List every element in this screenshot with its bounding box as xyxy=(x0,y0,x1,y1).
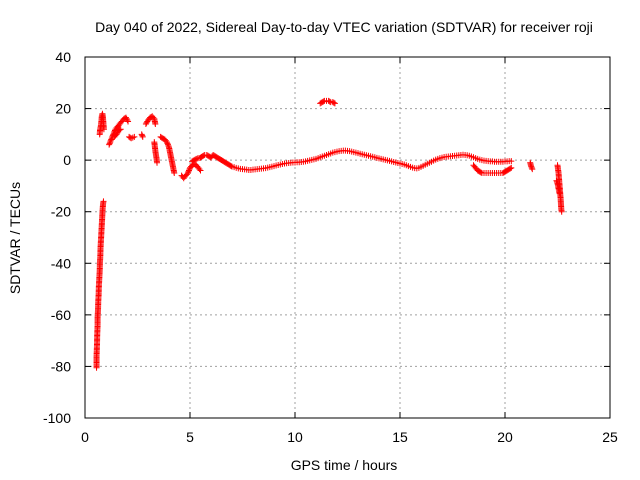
y-tick-label: -80 xyxy=(51,358,71,374)
x-tick-label: 5 xyxy=(186,429,194,445)
data-point xyxy=(108,136,115,143)
data-point xyxy=(114,130,121,137)
data-point xyxy=(164,140,171,147)
data-point xyxy=(553,177,560,184)
data-point xyxy=(107,139,114,146)
data-point xyxy=(507,165,514,172)
data-point xyxy=(197,167,204,174)
data-point xyxy=(477,169,484,176)
data-point xyxy=(185,167,192,174)
data-point xyxy=(163,139,170,146)
data-point xyxy=(164,141,171,148)
data-point xyxy=(113,131,120,138)
data-point xyxy=(139,133,146,140)
data-point xyxy=(117,126,124,133)
data-point xyxy=(508,158,515,165)
y-tick-label: -40 xyxy=(51,255,71,271)
x-tick-label: 15 xyxy=(392,429,408,445)
tick-labels: 0 5 10 15 20 25 -100 -80 -60 -40 -20 0 20 40 xyxy=(43,49,618,445)
data-point xyxy=(106,141,113,148)
data-point xyxy=(107,137,114,144)
data-point xyxy=(125,118,132,125)
data-point xyxy=(528,164,535,171)
data-point xyxy=(143,119,150,126)
data-point xyxy=(123,115,130,122)
data-point xyxy=(124,117,131,124)
data-point xyxy=(331,100,338,107)
data-point xyxy=(558,208,565,215)
x-tick-label: 10 xyxy=(287,429,303,445)
chart-title: Day 040 of 2022, Sidereal Day-to-day VTE… xyxy=(95,19,593,35)
y-tick-label: -20 xyxy=(51,204,71,220)
data-point xyxy=(508,164,515,171)
data-point xyxy=(108,135,115,142)
data-point xyxy=(184,170,191,177)
x-tick-label: 25 xyxy=(602,429,618,445)
x-tick-label: 0 xyxy=(81,429,89,445)
data-point xyxy=(154,159,161,166)
plot-frame xyxy=(84,56,611,419)
data-point xyxy=(171,170,178,177)
data-point xyxy=(556,190,563,197)
axis-ticks xyxy=(84,56,611,419)
data-point xyxy=(100,126,107,133)
data-point xyxy=(152,121,159,128)
y-axis-label: SDTVAR / TECUs xyxy=(7,182,23,294)
x-axis-label: GPS time / hours xyxy=(291,457,398,473)
y-tick-label: -60 xyxy=(51,307,71,323)
data-point xyxy=(227,162,234,169)
data-point xyxy=(150,114,157,121)
data-point xyxy=(553,179,560,186)
y-tick-label: 0 xyxy=(63,152,71,168)
data-point xyxy=(139,132,146,139)
data-point xyxy=(129,134,136,141)
data-point xyxy=(165,142,172,149)
data-point xyxy=(138,131,145,138)
data-point xyxy=(529,166,536,173)
y-tick-label: 40 xyxy=(55,49,71,65)
data-marks xyxy=(93,97,565,371)
data-point xyxy=(100,198,107,205)
data-point xyxy=(326,98,333,105)
grid-lines xyxy=(85,57,610,418)
x-tick-label: 20 xyxy=(497,429,513,445)
data-point xyxy=(320,98,327,105)
data-point xyxy=(196,166,203,173)
data-point xyxy=(122,114,129,121)
data-point xyxy=(106,140,113,147)
data-point xyxy=(116,126,123,133)
data-point xyxy=(142,121,149,128)
y-tick-label: -100 xyxy=(43,410,71,426)
data-point xyxy=(330,99,337,106)
y-tick-label: 20 xyxy=(55,101,71,117)
data-point xyxy=(131,133,138,140)
data-point xyxy=(185,168,192,175)
data-point xyxy=(528,163,535,170)
